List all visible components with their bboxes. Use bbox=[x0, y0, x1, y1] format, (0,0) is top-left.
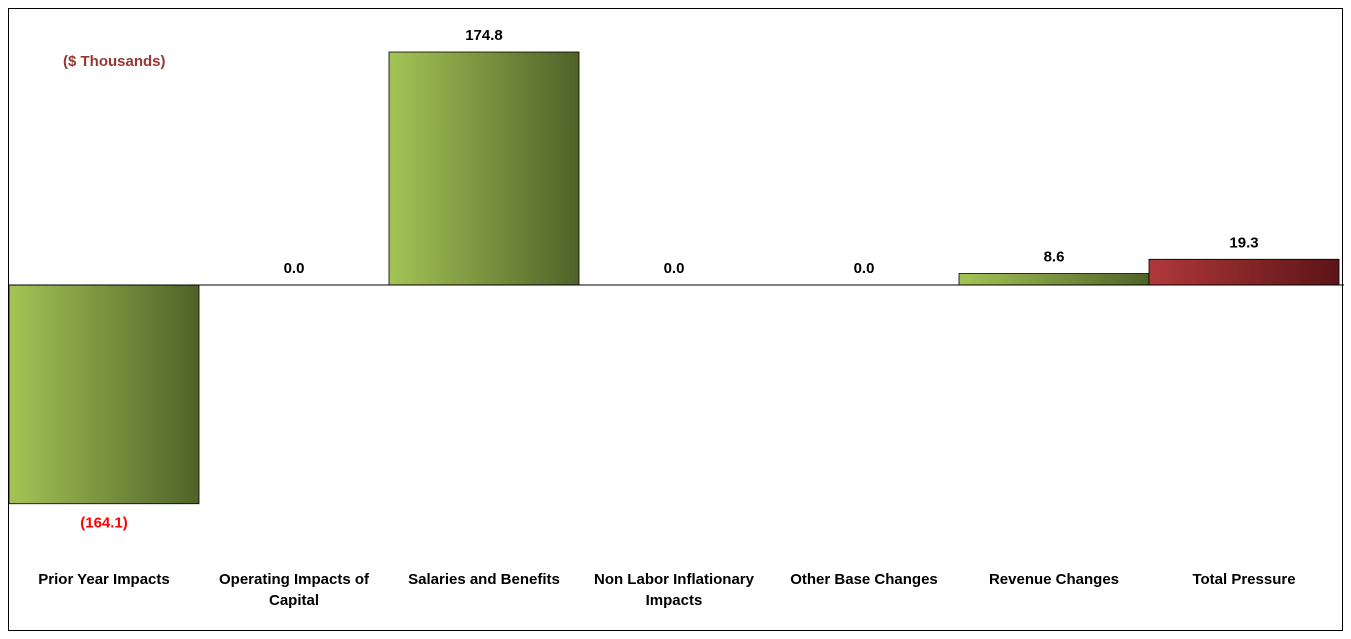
unit-label: ($ Thousands) bbox=[63, 53, 166, 70]
value-label-4: 0.0 bbox=[854, 260, 875, 277]
value-label-1: 0.0 bbox=[284, 260, 305, 277]
category-label-5: Revenue Changes bbox=[988, 571, 1120, 588]
category-label-0: Prior Year Impacts bbox=[38, 571, 170, 588]
value-label-3: 0.0 bbox=[664, 260, 685, 277]
value-label-6: 19.3 bbox=[1229, 234, 1258, 251]
chart-plot: (164.1) 0.0 174.8 0.0 0.0 8.6 19.3 bbox=[9, 27, 1344, 532]
value-label-0: (164.1) bbox=[80, 515, 128, 532]
bar-2 bbox=[388, 51, 580, 286]
bar-5 bbox=[958, 273, 1150, 286]
category-label-2: Salaries and Benefits bbox=[408, 571, 560, 588]
chart-frame: (164.1) 0.0 174.8 0.0 0.0 8.6 19.3 ($ Thousand… bbox=[8, 8, 1344, 631]
bar-6 bbox=[1148, 258, 1340, 286]
value-label-5: 8.6 bbox=[1044, 249, 1065, 266]
value-label-2: 174.8 bbox=[465, 27, 503, 44]
category-label-3: Non Labor Inflationary Impacts bbox=[593, 571, 754, 609]
category-label-6: Total Pressure bbox=[1192, 571, 1296, 588]
bar-0 bbox=[9, 284, 200, 505]
category-label-1: Operating Impacts of Capital bbox=[218, 571, 370, 609]
category-label-4: Other Base Changes bbox=[790, 571, 938, 588]
